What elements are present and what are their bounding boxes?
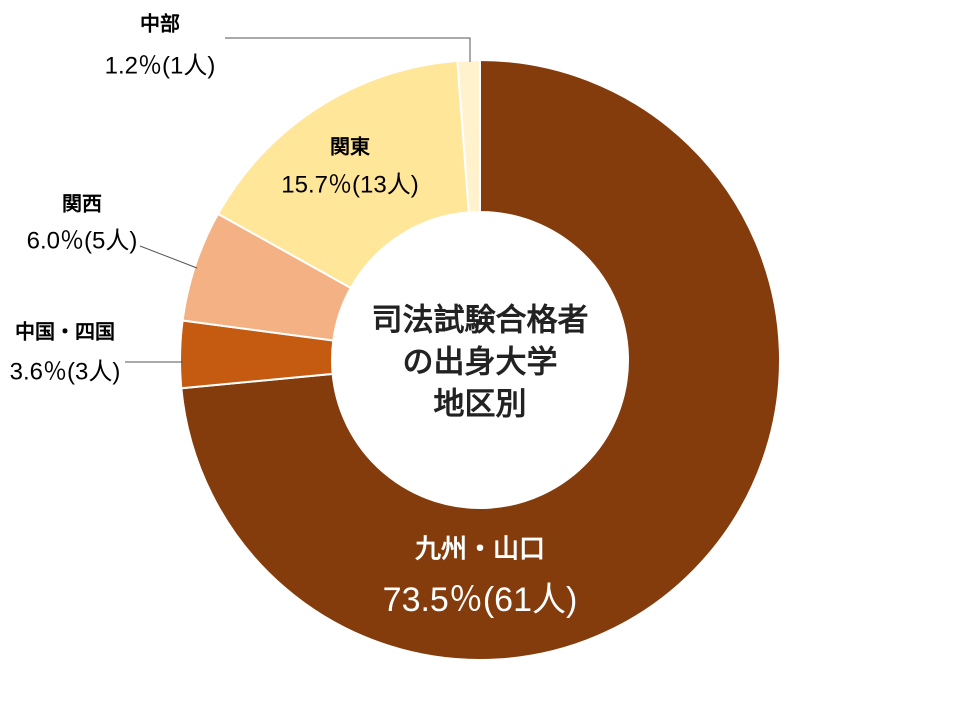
slice-label: 関東 15.7％(13人) [281,135,418,199]
leader-line [225,37,471,62]
slice-label: 関西 6.0％(5人) [27,192,198,269]
value-label: 1.2％(1人) [105,52,216,79]
donut-slice [216,59,470,290]
category-label: 関東 [330,135,370,159]
category-label: 中部 [140,12,180,36]
donut-slice [180,58,781,661]
category-label: 九州・山口 [414,535,545,565]
donut-slice [456,58,481,214]
value-label: 15.7％(13人) [281,171,418,198]
leader-line [139,245,198,269]
category-label: 中国・四国 [15,320,115,344]
center-title: 地区別 [434,387,527,423]
slice-label: 九州・山口 73.5％(61人) [383,535,578,619]
slice-label: 中部 1.2％(1人) [105,12,471,79]
category-label: 関西 [62,192,102,216]
value-label: 6.0％(5人) [27,227,138,254]
value-label: 73.5％(61人) [383,581,578,619]
center-title: 司法試験合格者 [372,303,589,339]
slice-label: 中国・四国 3.6％(3人) [10,320,183,385]
center-title: の出身大学 [403,345,558,381]
value-label: 3.6％(3人) [10,358,121,385]
